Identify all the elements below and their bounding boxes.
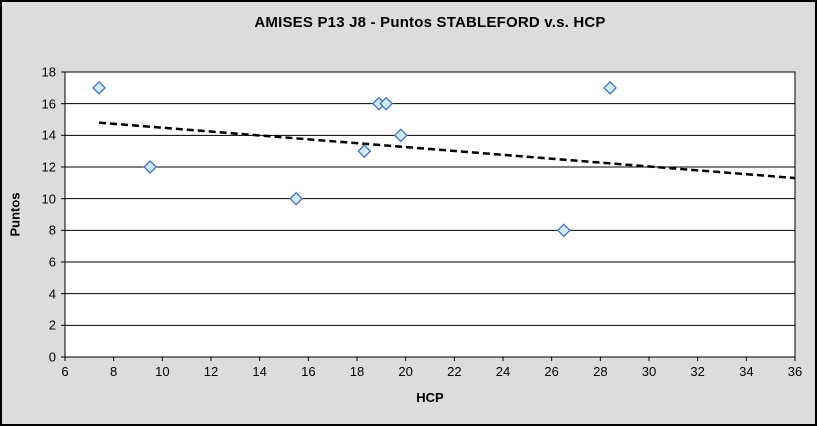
x-tick-label: 16	[301, 364, 316, 379]
y-tick-label: 0	[48, 349, 56, 365]
y-tick-label: 4	[48, 286, 56, 302]
x-tick-label: 18	[349, 364, 365, 379]
y-tick-label: 18	[41, 64, 56, 80]
data-point	[289, 191, 304, 206]
x-tick-label: 6	[61, 364, 69, 379]
y-axis-title: Puntos	[7, 192, 23, 237]
plot-area	[64, 71, 796, 358]
y-tick-label: 16	[41, 96, 56, 112]
x-tick-label: 28	[593, 364, 608, 379]
data-point	[92, 80, 106, 95]
y-tick-label: 2	[48, 317, 56, 333]
data-point	[379, 96, 394, 111]
data-point	[556, 223, 571, 238]
x-tick-label: 8	[110, 364, 118, 379]
x-tick-label: 30	[641, 364, 657, 379]
x-tick-label: 10	[155, 364, 170, 379]
x-tick-label: 24	[495, 364, 511, 379]
x-tick-label: 34	[739, 364, 754, 379]
y-tick-label: 6	[48, 254, 56, 270]
x-tick-label: 26	[544, 364, 559, 379]
x-tick-label: 32	[690, 364, 705, 379]
x-axis-title: HCP	[416, 390, 444, 405]
y-tick-label: 14	[41, 127, 56, 143]
data-point	[603, 80, 617, 95]
data-point	[143, 160, 158, 174]
data-point	[357, 144, 372, 159]
y-tick-label: 12	[41, 159, 56, 175]
y-tick-label: 8	[48, 222, 56, 238]
data-point	[393, 128, 408, 143]
x-tick-label: 20	[398, 364, 413, 379]
x-tick-label: 12	[203, 364, 219, 379]
x-tick-label: 22	[447, 364, 462, 379]
x-tick-label: 36	[787, 364, 803, 379]
trendline	[98, 121, 796, 180]
y-tick-label: 10	[41, 191, 56, 207]
chart-title: AMISES P13 J8 - Puntos STABLEFORD v.s. H…	[254, 14, 606, 31]
x-tick-label: 14	[252, 364, 267, 379]
